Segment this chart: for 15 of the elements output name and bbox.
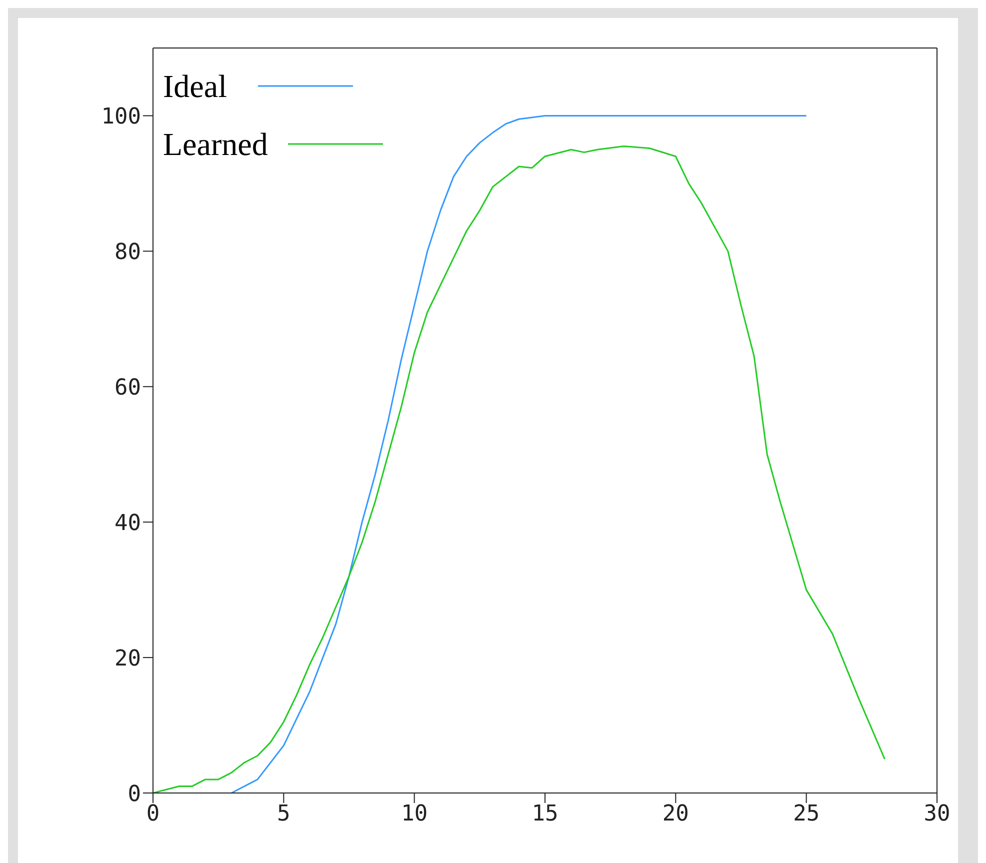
y-tick-label: 40 — [114, 510, 141, 536]
x-tick-label: 5 — [277, 802, 290, 827]
y-tick-label: 0 — [128, 782, 141, 807]
y-tick-label: 80 — [114, 240, 141, 265]
y-tick-label: 100 — [101, 104, 141, 130]
x-tick-label: 0 — [146, 802, 160, 827]
y-tick-label: 20 — [114, 646, 141, 672]
legend-label: Learned — [163, 126, 268, 162]
x-tick-label: 30 — [924, 802, 950, 827]
y-tick-label: 60 — [114, 375, 141, 400]
x-tick-label: 10 — [401, 802, 428, 827]
x-tick-label: 20 — [662, 802, 689, 827]
legend-label: Ideal — [163, 68, 228, 104]
x-tick-label: 25 — [793, 802, 820, 827]
x-tick-label: 15 — [532, 802, 558, 827]
